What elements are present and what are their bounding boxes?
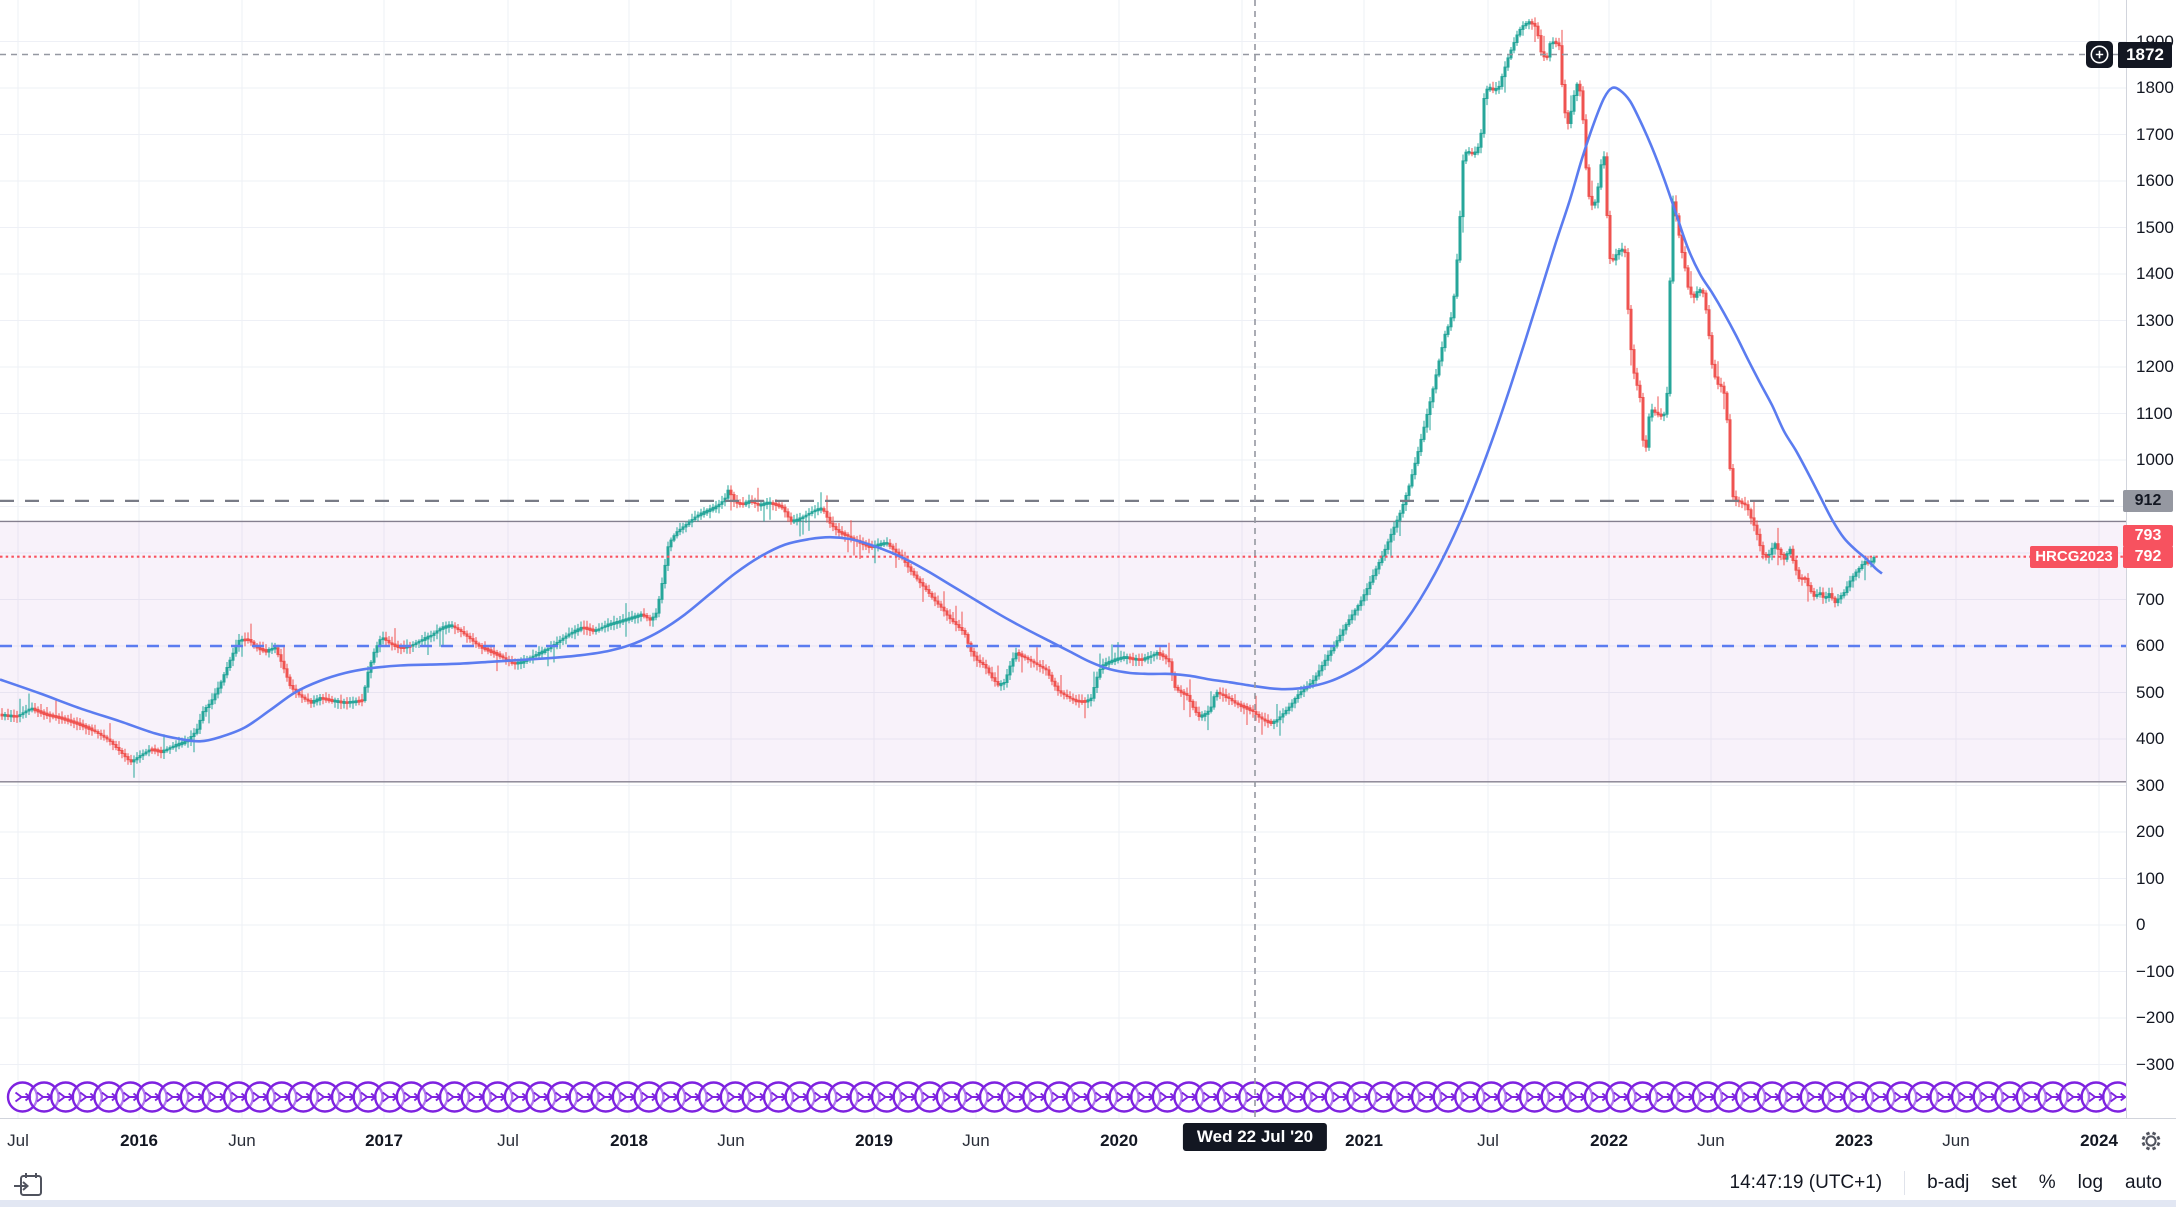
time-tick-month: Jul: [497, 1131, 519, 1150]
clock-label[interactable]: 14:47:19 (UTC+1): [1729, 1172, 1883, 1193]
time-tick-month: Jul: [7, 1131, 29, 1150]
contract-symbol-badge[interactable]: HRCG2023: [2030, 546, 2118, 568]
contract-last-price-badge: 792: [2123, 546, 2173, 568]
price-tick-label: 100: [2136, 869, 2165, 888]
time-tick-year: 2024: [2080, 1131, 2118, 1150]
time-tick-year: 2019: [855, 1131, 893, 1150]
price-tick-label: 300: [2136, 776, 2165, 795]
price-tick-label: 1100: [2136, 404, 2173, 423]
log-scale-button[interactable]: log: [2077, 1172, 2104, 1193]
time-tick-month: Jun: [1942, 1131, 1970, 1150]
highlight-band[interactable]: [0, 521, 2126, 782]
time-tick-year: 2023: [1835, 1131, 1873, 1150]
price-tick-label: 500: [2136, 683, 2165, 702]
plus-circle-icon: [2090, 45, 2109, 64]
price-chart: [0, 0, 2126, 1118]
settings-gear-icon[interactable]: [2136, 1126, 2166, 1156]
time-tick-year: 2017: [365, 1131, 403, 1150]
time-tick-month: Jun: [717, 1131, 745, 1150]
badj-button[interactable]: b-adj: [1927, 1172, 1970, 1193]
price-tick-label: 700: [2136, 590, 2165, 609]
time-tick-year: 2018: [610, 1131, 648, 1150]
time-tick-month: Jun: [962, 1131, 990, 1150]
time-tick-year: 2016: [120, 1131, 158, 1150]
price-tick-label: 1200: [2136, 357, 2174, 376]
contract-rollover-icons[interactable]: [6, 1081, 2126, 1113]
time-tick-month: Jun: [228, 1131, 256, 1150]
moving-average-line: [0, 86, 1883, 743]
price-tick-label: −200: [2136, 1008, 2175, 1027]
candles-up: [3, 19, 1876, 778]
price-tick-label: 600: [2136, 636, 2165, 655]
price-tick-label: 1800: [2136, 78, 2174, 97]
time-tick-year: 2022: [1590, 1131, 1628, 1150]
toolbar-separator: [1904, 1171, 1906, 1195]
add-alert-plus-button[interactable]: [2086, 41, 2113, 68]
price-tick-label: 1500: [2136, 218, 2174, 237]
price-tick-label: −100: [2136, 962, 2175, 981]
bottom-toolbar: 14:47:19 (UTC+1) b-adj set % log auto: [0, 1166, 2176, 1200]
candles-down: [0, 17, 1870, 765]
price-tick-label: 0: [2136, 915, 2146, 934]
price-tick-label: 1000: [2136, 450, 2174, 469]
time-tick-year: 2020: [1100, 1131, 1138, 1150]
time-tick-month: Jun: [1697, 1131, 1725, 1150]
price-tick-label: −300: [2136, 1055, 2175, 1074]
price-tick-label: 1700: [2136, 125, 2174, 144]
window-bottom-strip: [0, 1200, 2176, 1207]
time-axis[interactable]: Wed 22 Jul '20 Jul 2016 Jun 2017 Jul 2018 Jun 2…: [0, 1118, 2176, 1167]
price-tick-label: 200: [2136, 822, 2165, 841]
price-tick-label: 1600: [2136, 171, 2174, 190]
set-button[interactable]: set: [1991, 1172, 2017, 1193]
price-tick-label: 1300: [2136, 311, 2174, 330]
price-tick-label: 1400: [2136, 264, 2174, 283]
time-tick-month: Jul: [1477, 1131, 1499, 1150]
go-to-date-calendar-icon[interactable]: [12, 1170, 46, 1200]
crosshair-price-badge: 1872: [2118, 42, 2172, 68]
hline-price-badge[interactable]: 912: [2123, 490, 2173, 512]
crosshair-time-badge: Wed 22 Jul '20: [1182, 1123, 1328, 1151]
contract-prev-price-badge: 793: [2123, 525, 2173, 547]
chart-pane[interactable]: [0, 0, 2126, 1118]
price-tick-label: 400: [2136, 729, 2165, 748]
percent-scale-button[interactable]: %: [2038, 1172, 2056, 1193]
auto-scale-button[interactable]: auto: [2125, 1172, 2162, 1193]
time-tick-year: 2021: [1345, 1131, 1383, 1150]
